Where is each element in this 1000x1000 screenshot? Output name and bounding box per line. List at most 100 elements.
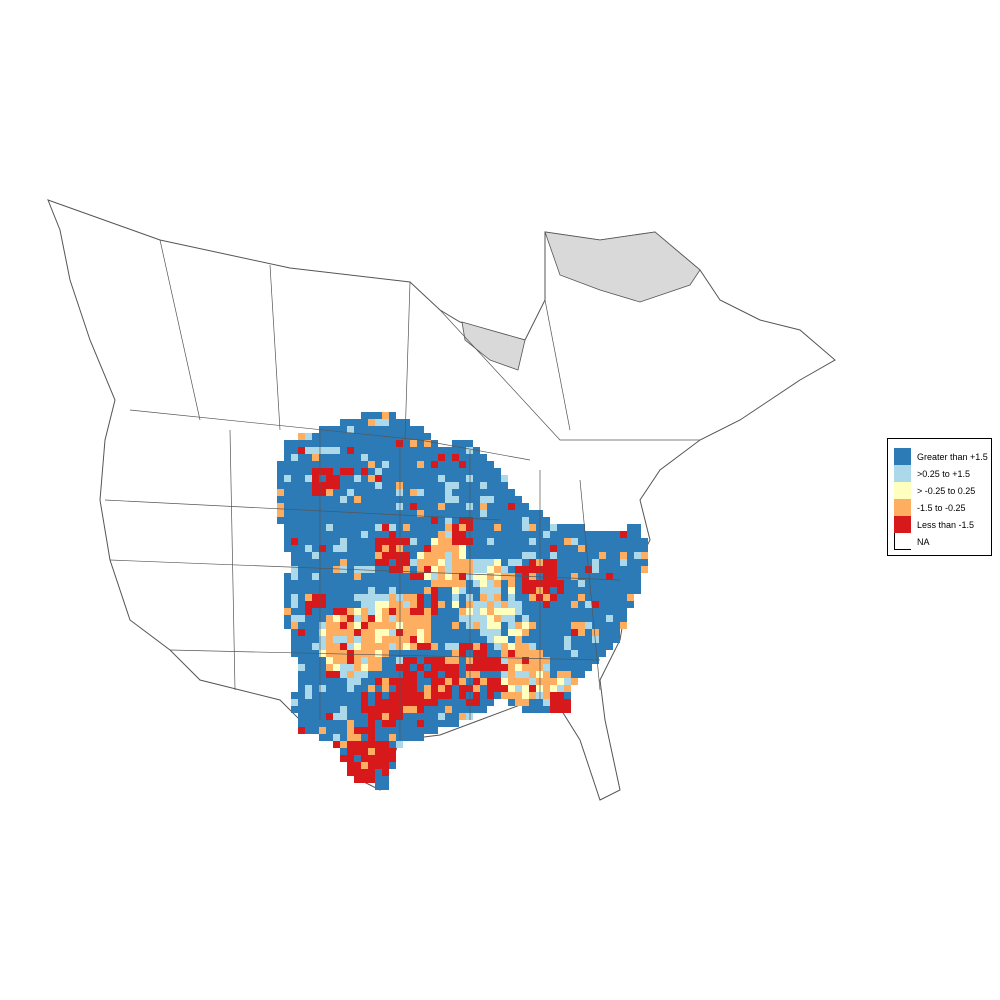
raster-cell bbox=[522, 692, 529, 699]
raster-cell bbox=[361, 545, 368, 552]
raster-cell bbox=[473, 538, 480, 545]
raster-cell bbox=[291, 622, 298, 629]
raster-cell bbox=[480, 615, 487, 622]
raster-cell bbox=[564, 678, 571, 685]
raster-cell bbox=[410, 433, 417, 440]
raster-cell bbox=[431, 587, 438, 594]
raster-cell bbox=[396, 552, 403, 559]
raster-cell bbox=[438, 622, 445, 629]
raster-cell bbox=[452, 664, 459, 671]
raster-cell bbox=[424, 713, 431, 720]
raster-cell bbox=[585, 559, 592, 566]
raster-cell bbox=[459, 678, 466, 685]
raster-cell bbox=[515, 615, 522, 622]
raster-cell bbox=[466, 601, 473, 608]
raster-cell bbox=[445, 566, 452, 573]
raster-cell bbox=[382, 503, 389, 510]
raster-cell bbox=[480, 601, 487, 608]
raster-cell bbox=[403, 657, 410, 664]
raster-cell bbox=[361, 475, 368, 482]
raster-cell bbox=[375, 643, 382, 650]
raster-cell bbox=[417, 650, 424, 657]
raster-cell bbox=[375, 573, 382, 580]
raster-cell bbox=[396, 447, 403, 454]
raster-cell bbox=[431, 510, 438, 517]
raster-cell bbox=[494, 643, 501, 650]
raster-cell bbox=[592, 643, 599, 650]
raster-cell bbox=[494, 587, 501, 594]
raster-cell bbox=[326, 517, 333, 524]
raster-cell bbox=[452, 643, 459, 650]
raster-cell bbox=[536, 538, 543, 545]
raster-cell bbox=[389, 517, 396, 524]
raster-cell bbox=[445, 475, 452, 482]
raster-cell bbox=[347, 699, 354, 706]
raster-cell bbox=[396, 440, 403, 447]
raster-cell bbox=[347, 454, 354, 461]
raster-cell bbox=[417, 699, 424, 706]
raster-cell bbox=[487, 545, 494, 552]
raster-cell bbox=[557, 573, 564, 580]
raster-cell bbox=[305, 643, 312, 650]
raster-cell bbox=[641, 566, 648, 573]
raster-cell bbox=[424, 566, 431, 573]
raster-cell bbox=[515, 622, 522, 629]
raster-cell bbox=[536, 629, 543, 636]
raster-cell bbox=[578, 545, 585, 552]
raster-cell bbox=[382, 531, 389, 538]
raster-cell bbox=[571, 636, 578, 643]
raster-cell bbox=[382, 489, 389, 496]
raster-cell bbox=[347, 475, 354, 482]
raster-cell bbox=[375, 741, 382, 748]
raster-cell bbox=[438, 650, 445, 657]
raster-cell bbox=[543, 706, 550, 713]
raster-cell bbox=[487, 601, 494, 608]
raster-cell bbox=[459, 706, 466, 713]
raster-cell bbox=[333, 566, 340, 573]
raster-cell bbox=[473, 517, 480, 524]
raster-cell bbox=[431, 531, 438, 538]
raster-cell bbox=[557, 657, 564, 664]
raster-cell bbox=[298, 685, 305, 692]
raster-cell bbox=[417, 503, 424, 510]
raster-cell bbox=[354, 482, 361, 489]
raster-cell bbox=[515, 601, 522, 608]
raster-cell bbox=[389, 524, 396, 531]
raster-cell bbox=[522, 510, 529, 517]
raster-cell bbox=[298, 650, 305, 657]
raster-cell bbox=[333, 510, 340, 517]
raster-cell bbox=[613, 587, 620, 594]
raster-cell bbox=[438, 573, 445, 580]
raster-cell bbox=[564, 692, 571, 699]
raster-cell bbox=[445, 489, 452, 496]
raster-cell bbox=[403, 538, 410, 545]
raster-cell bbox=[634, 587, 641, 594]
raster-cell bbox=[592, 559, 599, 566]
raster-cell bbox=[368, 608, 375, 615]
raster-cell bbox=[494, 545, 501, 552]
raster-cell bbox=[431, 468, 438, 475]
raster-cell bbox=[361, 566, 368, 573]
raster-cell bbox=[403, 461, 410, 468]
raster-cell bbox=[585, 587, 592, 594]
raster-cell bbox=[564, 524, 571, 531]
raster-cell bbox=[424, 636, 431, 643]
raster-cell bbox=[606, 636, 613, 643]
raster-cell bbox=[361, 706, 368, 713]
raster-cell bbox=[557, 699, 564, 706]
raster-cell bbox=[389, 552, 396, 559]
raster-cell bbox=[354, 559, 361, 566]
raster-cell bbox=[368, 573, 375, 580]
raster-cell bbox=[501, 636, 508, 643]
raster-cell bbox=[466, 482, 473, 489]
raster-cell bbox=[445, 664, 452, 671]
raster-cell bbox=[403, 587, 410, 594]
raster-cell bbox=[536, 531, 543, 538]
raster-cell bbox=[487, 489, 494, 496]
raster-cell bbox=[438, 664, 445, 671]
raster-cell bbox=[508, 685, 515, 692]
raster-cell bbox=[543, 636, 550, 643]
raster-cell bbox=[333, 643, 340, 650]
raster-cell bbox=[585, 580, 592, 587]
raster-cell bbox=[508, 559, 515, 566]
